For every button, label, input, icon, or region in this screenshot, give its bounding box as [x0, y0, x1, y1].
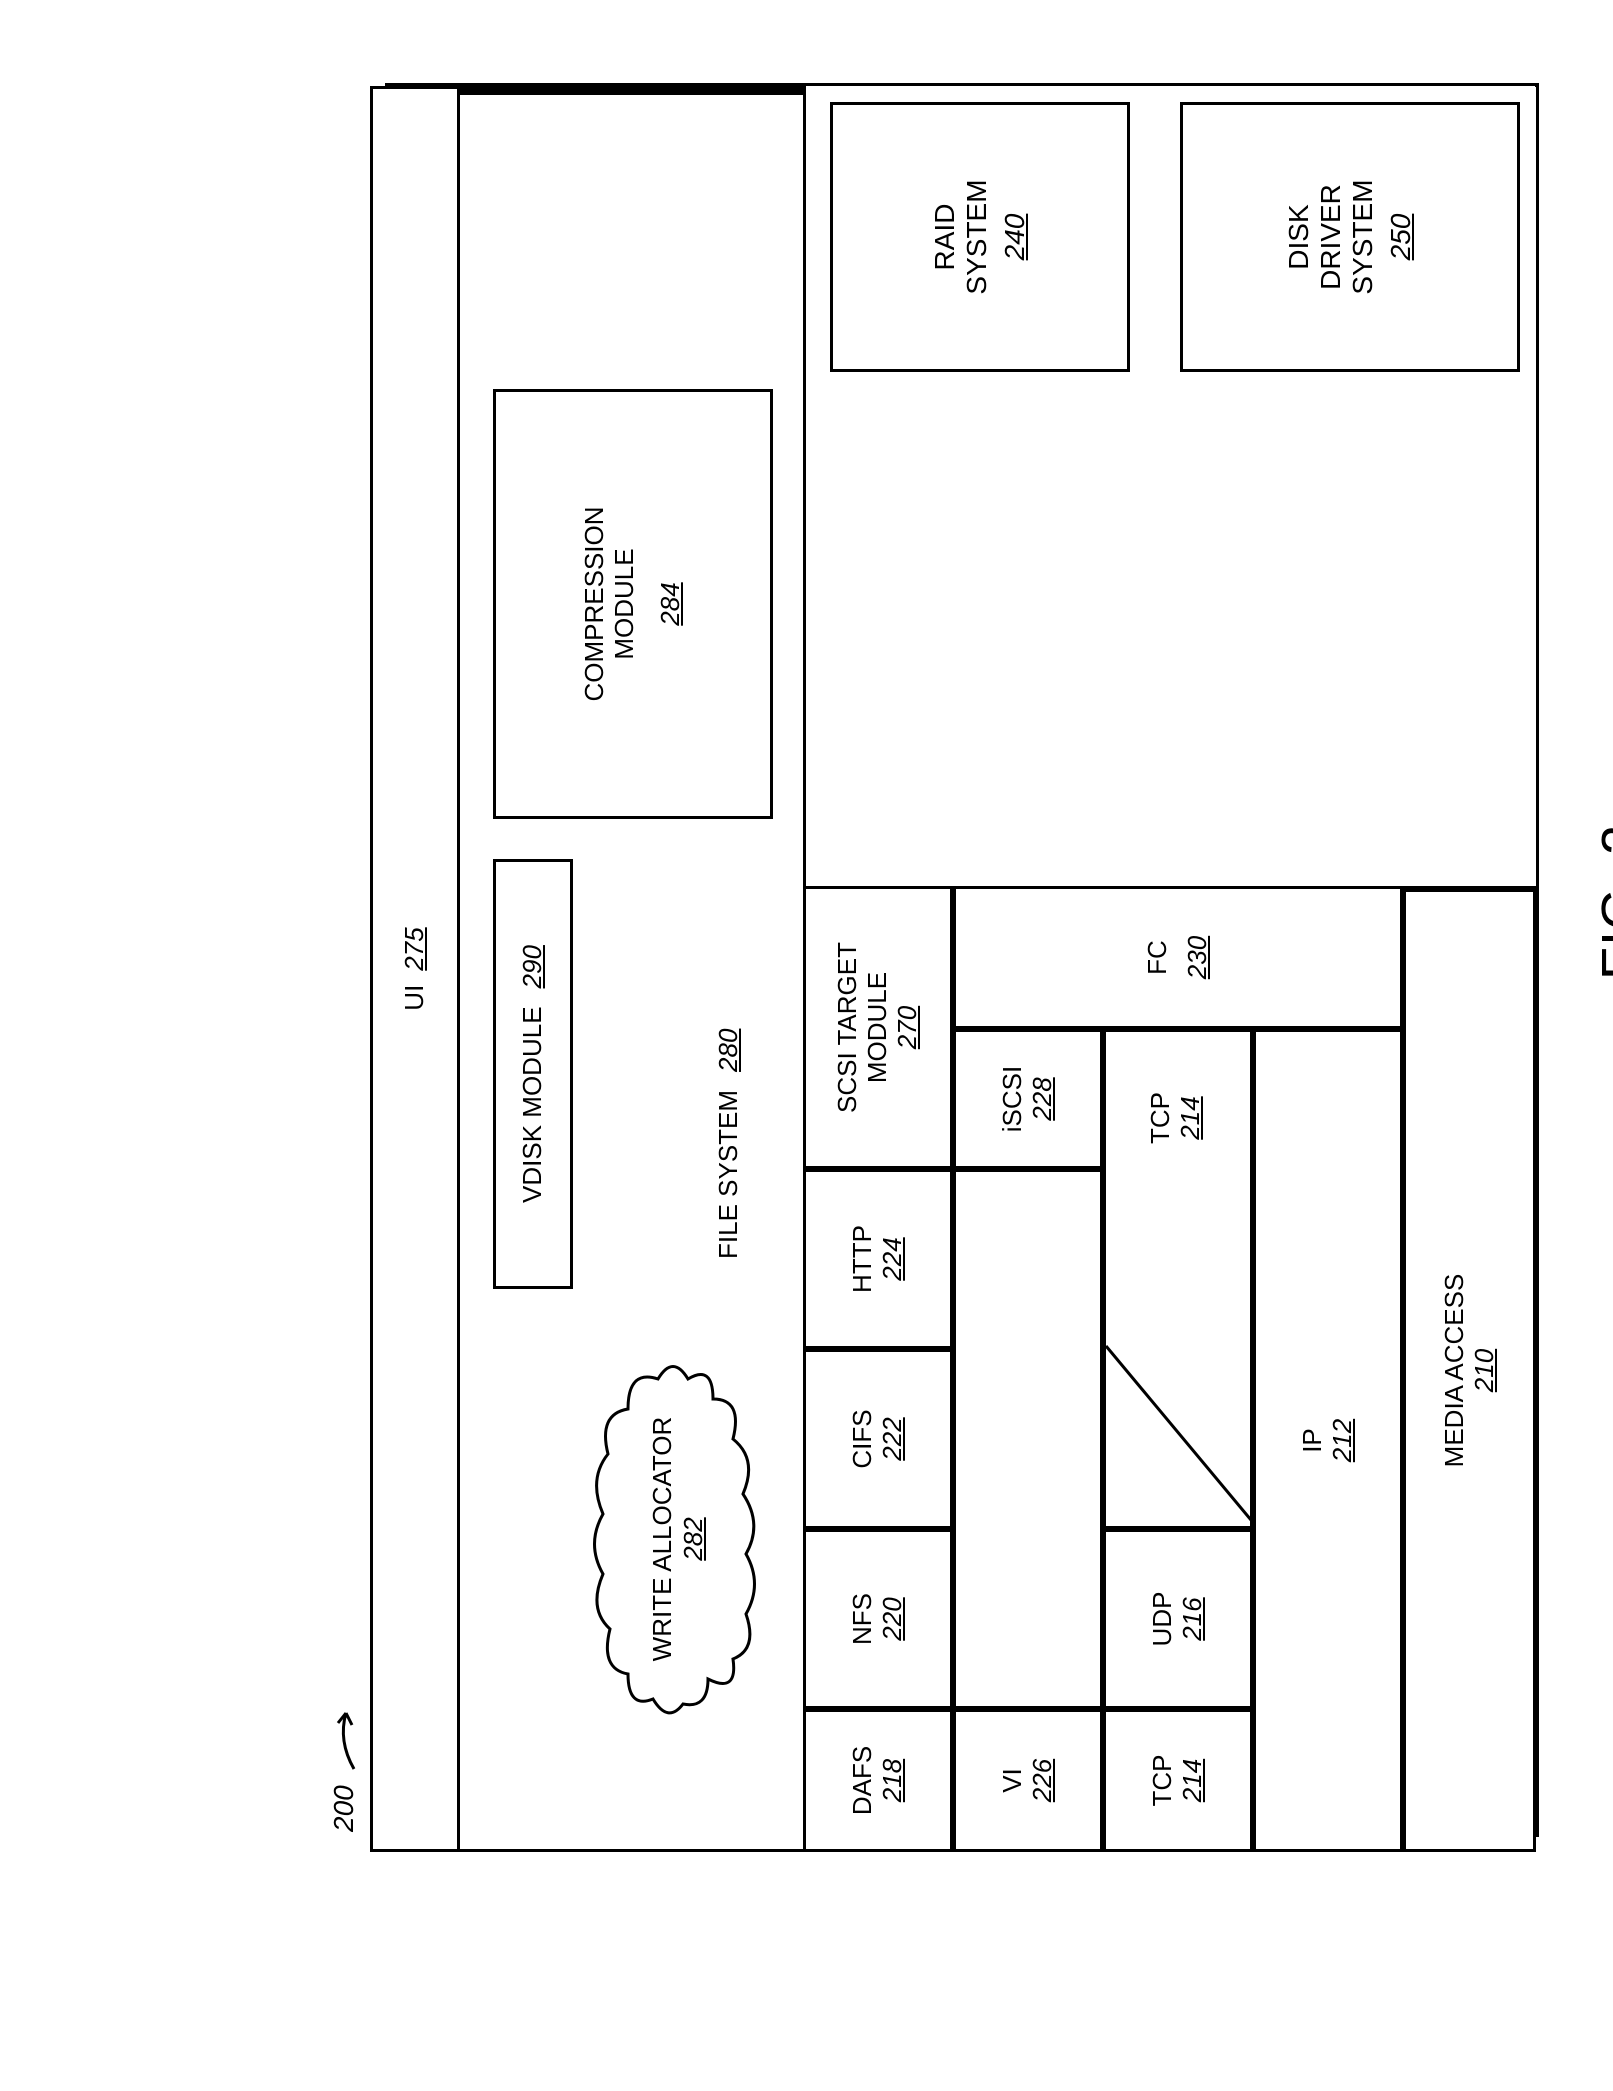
write-allocator-label-wrap: WRITE ALLOCATOR 282: [588, 1359, 768, 1719]
write-allocator-cloud: WRITE ALLOCATOR 282: [588, 1359, 768, 1719]
http-block: HTTP 224: [803, 1169, 953, 1349]
nfs-block: NFS 220: [803, 1529, 953, 1709]
iscsi-block: iSCSI 228: [953, 1029, 1103, 1169]
cifs-label: CIFS: [848, 1409, 878, 1468]
tcp-right-label: TCP: [1146, 1092, 1176, 1144]
row2-span: [953, 1169, 1103, 1709]
vdisk-ref: 290: [518, 945, 548, 988]
fc-label: FC: [1143, 940, 1173, 975]
cifs-ref: 222: [878, 1417, 908, 1460]
notch-cover-bottom: [1530, 87, 1536, 886]
tcp-left-label: TCP: [1148, 1755, 1178, 1807]
filesystem-label: FILE SYSTEM: [713, 1090, 744, 1259]
notch-cover-right: [806, 86, 1535, 92]
compression-label: COMPRESSION MODULE: [580, 506, 640, 701]
media-access-block: MEDIA ACCESS 210: [1403, 889, 1536, 1852]
filesystem-ref: 280: [713, 1029, 744, 1072]
tcp-right-labelwrap: TCP 214: [1146, 1092, 1206, 1144]
nfs-label: NFS: [848, 1593, 878, 1645]
nfs-ref: 220: [878, 1597, 908, 1640]
dafs-ref: 218: [878, 1759, 908, 1802]
figure-reference: 200: [328, 0, 360, 1832]
ui-label: UI: [400, 985, 430, 1011]
media-access-label: MEDIA ACCESS: [1440, 1274, 1470, 1468]
ui-block: UI 275: [370, 86, 460, 1852]
figure-2: 200 UI 275 VDISK MODULE 290 COMPRESSION …: [328, 0, 1613, 1852]
vi-label: VI: [998, 1768, 1028, 1793]
arrow-icon: [332, 1702, 360, 1772]
raid-ref: 240: [999, 214, 1031, 261]
tcp-right-ref: 214: [1176, 1092, 1206, 1144]
diskdrv-label: DISK DRIVER SYSTEM: [1283, 179, 1379, 294]
cifs-block: CIFS 222: [803, 1349, 953, 1529]
vi-ref: 226: [1028, 1759, 1058, 1802]
udp-block: UDP 216: [1103, 1529, 1253, 1709]
raid-label: RAID SYSTEM: [929, 179, 993, 294]
http-label: HTTP: [848, 1225, 878, 1293]
write-allocator-label: WRITE ALLOCATOR: [647, 1417, 678, 1662]
vi-block: VI 226: [953, 1709, 1103, 1852]
ip-ref: 212: [1328, 1419, 1358, 1462]
vdisk-module-block: VDISK MODULE 290: [493, 859, 573, 1289]
write-allocator-ref: 282: [678, 1517, 709, 1560]
udp-ref: 216: [1178, 1597, 1208, 1640]
iscsi-label: iSCSI: [998, 1066, 1028, 1132]
compression-module-block: COMPRESSION MODULE 284: [493, 389, 773, 819]
media-access-ref: 210: [1470, 1349, 1500, 1392]
ui-ref: 275: [400, 927, 430, 970]
udp-label: UDP: [1148, 1592, 1178, 1647]
tcp-left-block: TCP 214: [1103, 1709, 1253, 1852]
filesystem-label-block: FILE SYSTEM 280: [713, 1029, 744, 1259]
figure-reference-number: 200: [328, 1785, 359, 1832]
figure-caption: FIG. 2: [1590, 0, 1613, 1852]
scsi-target-label: SCSI TARGET MODULE: [833, 942, 893, 1113]
tcp-right-container: TCP 214: [1103, 1029, 1253, 1529]
scsi-target-ref: 270: [893, 1006, 923, 1049]
http-ref: 224: [878, 1237, 908, 1280]
ip-block: IP 212: [1253, 1029, 1403, 1852]
vdisk-label: VDISK MODULE: [518, 1006, 548, 1203]
fc-block: FC 230: [953, 886, 1403, 1029]
dafs-label: DAFS: [848, 1746, 878, 1815]
scsi-target-block: SCSI TARGET MODULE 270: [803, 886, 953, 1169]
fc-ref: 230: [1183, 936, 1213, 979]
tcp-left-ref: 214: [1178, 1759, 1208, 1802]
diskdrv-ref: 250: [1385, 214, 1417, 261]
iscsi-ref: 228: [1028, 1077, 1058, 1120]
compression-ref: 284: [656, 582, 686, 625]
raid-system-block: RAID SYSTEM 240: [830, 102, 1130, 372]
dafs-block: DAFS 218: [803, 1709, 953, 1852]
disk-driver-system-block: DISK DRIVER SYSTEM 250: [1180, 102, 1520, 372]
ip-label: IP: [1298, 1428, 1328, 1453]
